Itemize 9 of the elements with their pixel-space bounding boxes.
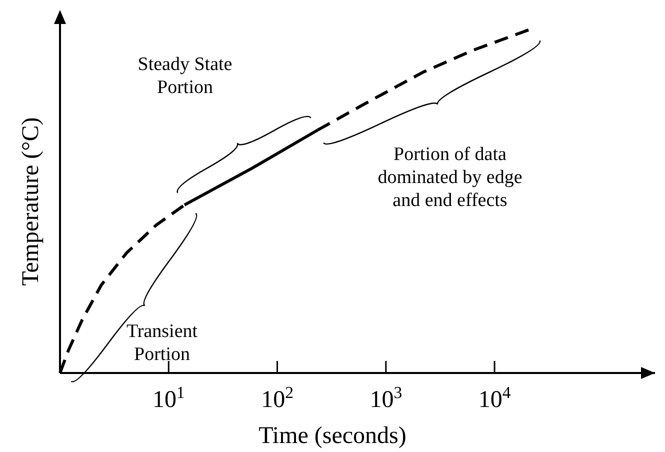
x-axis-title: Time (seconds) bbox=[258, 423, 406, 449]
annotation: Transient Portion bbox=[126, 321, 198, 365]
annotation: Steady State Portion bbox=[138, 54, 232, 98]
annotation: Portion of data dominated by edge and end effects bbox=[378, 144, 522, 211]
x-tick-label: 10$^{1}$ bbox=[152, 382, 185, 413]
x-tick-label: 10$^{2}$ bbox=[261, 382, 294, 413]
x-tick-label: 10$^{3}$ bbox=[370, 382, 402, 413]
x-tick-label: 10$^{4}$ bbox=[478, 382, 512, 413]
y-axis-title: Temperature (°C) bbox=[18, 117, 44, 286]
